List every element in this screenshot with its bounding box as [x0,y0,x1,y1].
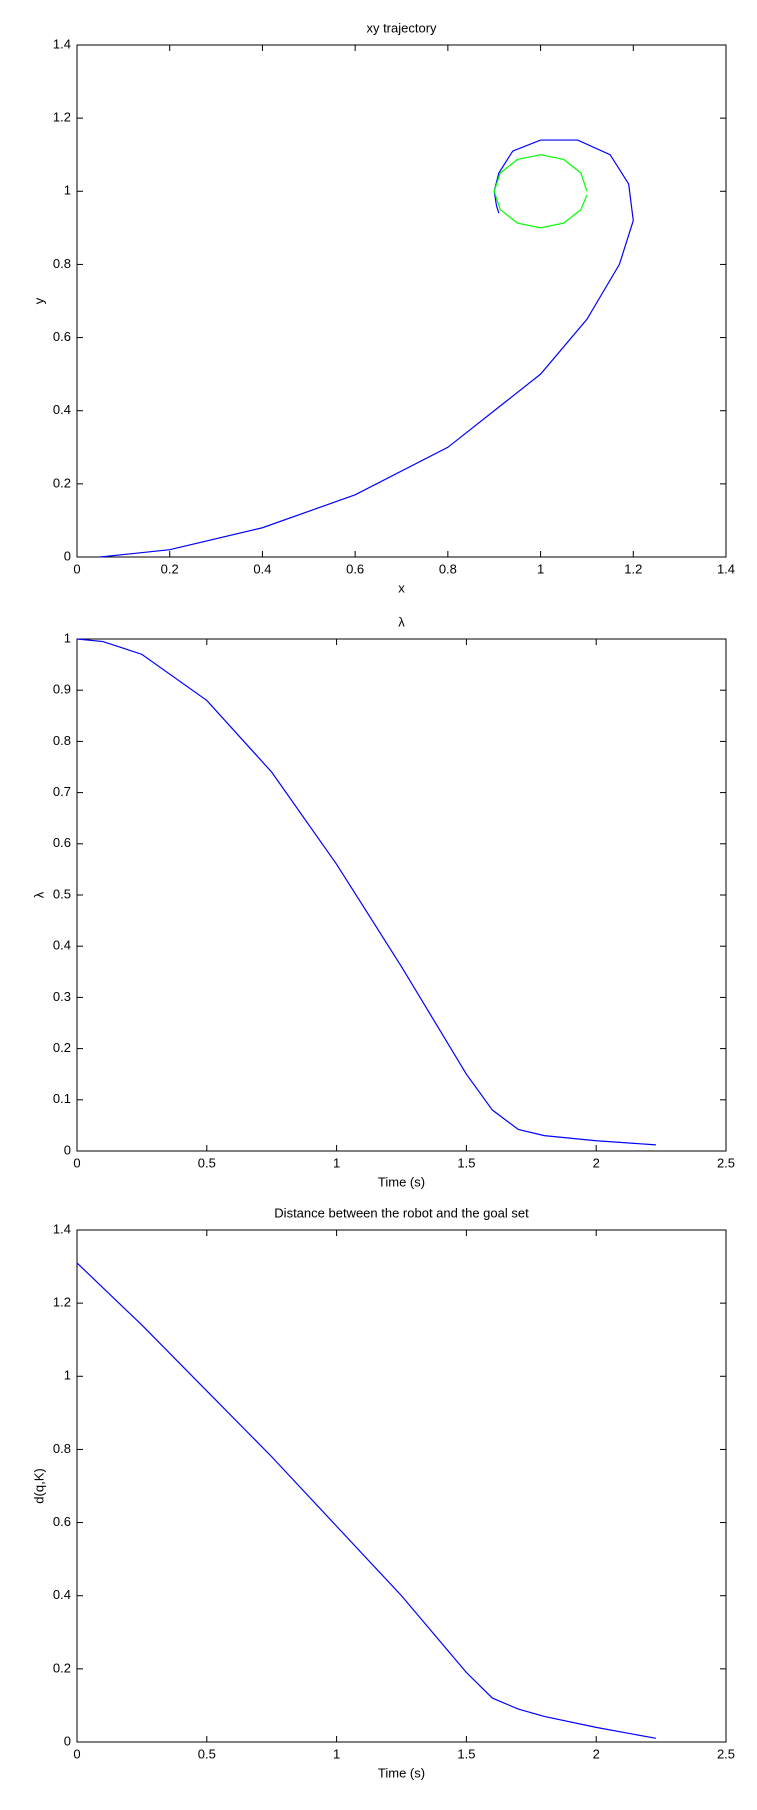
plot-box [76,638,727,1152]
x-axis-label: x [398,580,405,595]
chart-title: xy trajectory [366,20,437,35]
data-line [76,638,656,1146]
x-tick-label: 1.4 [717,561,735,576]
x-tick-label: 2.5 [717,1155,735,1170]
x-tick-label: 1 [333,1155,340,1170]
y-tick-label: 0.7 [53,784,71,799]
x-tick-label: 2.5 [717,1746,735,1761]
y-tick-label: 1.2 [53,1295,71,1310]
y-tick-label: 0.9 [53,682,71,697]
x-tick-label: 0.2 [161,561,179,576]
x-tick-label: 1 [333,1746,340,1761]
y-tick-label: 1 [64,1368,71,1383]
x-tick-label: 0.5 [198,1746,216,1761]
y-tick-label: 0.8 [53,733,71,748]
x-tick-label: 2 [593,1155,600,1170]
y-tick-label: 0.5 [53,886,71,901]
y-axis-label: λ [31,891,46,898]
x-tick-label: 1.5 [457,1746,475,1761]
x-tick-label: 2 [593,1746,600,1761]
y-axis-label: d(q,K) [31,1468,46,1503]
x-tick-label: 0 [73,1746,80,1761]
y-tick-label: 1 [64,183,71,198]
y-tick-label: 0.2 [53,1040,71,1055]
y-tick-label: 0 [64,1142,71,1157]
x-tick-label: 1.2 [624,561,642,576]
x-tick-label: 0 [73,561,80,576]
y-tick-label: 0.2 [53,475,71,490]
y-tick-label: 0.2 [53,1660,71,1675]
y-tick-label: 0.8 [53,1441,71,1456]
y-axis-label: y [31,297,46,304]
x-axis-label: Time (s) [378,1765,425,1780]
plot-box [76,1229,727,1743]
y-tick-label: 0.4 [53,402,71,417]
y-tick-label: 1.4 [53,36,71,51]
chart-title: λ [398,614,405,629]
chart-title: Distance between the robot and the goal … [274,1205,529,1220]
x-tick-label: 1.5 [457,1155,475,1170]
y-tick-label: 0 [64,1733,71,1748]
y-tick-label: 0.6 [53,835,71,850]
y-tick-label: 0 [64,548,71,563]
y-tick-label: 1 [64,630,71,645]
y-tick-label: 0.6 [53,1514,71,1529]
data-line [493,154,588,229]
y-tick-label: 0.6 [53,329,71,344]
y-tick-label: 0.3 [53,989,71,1004]
x-tick-label: 0.4 [253,561,271,576]
y-tick-label: 0.8 [53,256,71,271]
x-axis-label: Time (s) [378,1174,425,1189]
x-tick-label: 0.6 [346,561,364,576]
x-tick-label: 0 [73,1155,80,1170]
plot-box [76,44,727,558]
y-tick-label: 0.1 [53,1091,71,1106]
data-line [100,139,634,558]
y-tick-label: 0.4 [53,1587,71,1602]
x-tick-label: 0.8 [439,561,457,576]
x-tick-label: 0.5 [198,1155,216,1170]
y-tick-label: 1.2 [53,110,71,125]
y-tick-label: 0.4 [53,938,71,953]
x-tick-label: 1 [537,561,544,576]
y-tick-label: 1.4 [53,1221,71,1236]
data-line [76,1262,657,1739]
